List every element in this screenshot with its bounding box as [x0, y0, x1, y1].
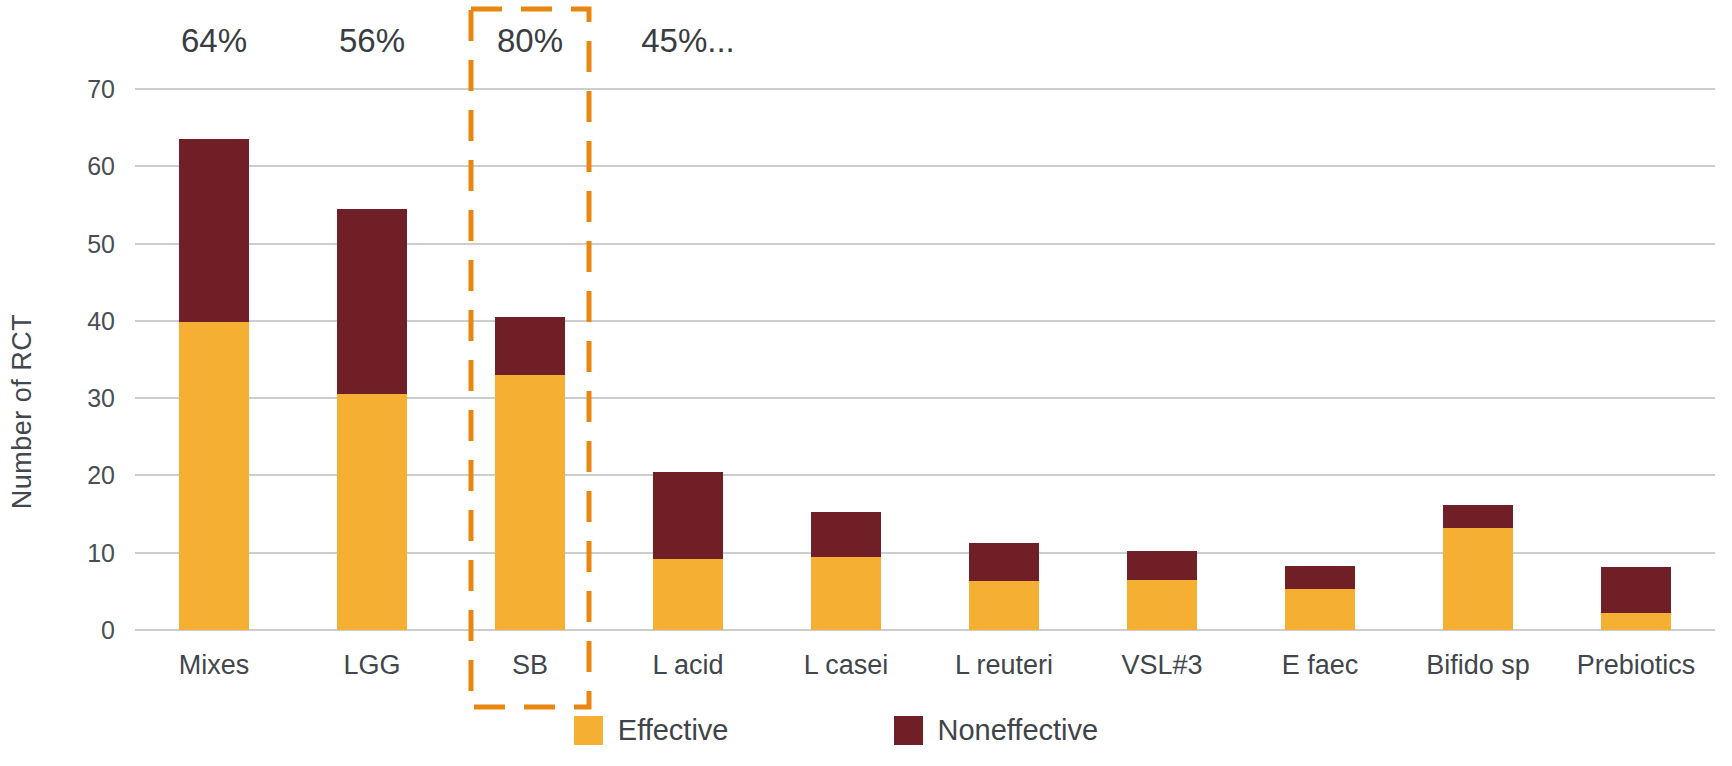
y-tick-label-20: 20: [45, 461, 115, 490]
bar-segment-noneffective-Mixes: [179, 139, 249, 322]
y-tick-label-30: 30: [45, 384, 115, 413]
legend-label-noneffective: Noneffective: [938, 714, 1099, 747]
legend: Effective Noneffective: [0, 714, 1672, 747]
bar-segment-effective-VSL#3: [1127, 580, 1197, 630]
bar-segment-effective-L acid: [653, 559, 723, 630]
bar-segment-noneffective-L acid: [653, 472, 723, 559]
bar-segment-noneffective-L reuteri: [969, 543, 1039, 582]
y-axis-title: Number of RCT: [7, 272, 38, 552]
gridline-60: [135, 165, 1715, 167]
legend-label-effective: Effective: [618, 714, 729, 747]
effective-swatch-icon: [574, 716, 603, 745]
bar-segment-noneffective-Prebiotics: [1601, 567, 1671, 613]
y-tick-label-60: 60: [45, 152, 115, 181]
noneffective-swatch-icon: [894, 716, 923, 745]
y-tick-label-10: 10: [45, 539, 115, 568]
bar-segment-effective-L casei: [811, 557, 881, 630]
legend-item-effective: Effective: [574, 714, 729, 747]
bar-segment-noneffective-Bifido sp: [1443, 505, 1513, 528]
y-tick-label-50: 50: [45, 230, 115, 259]
y-tick-label-70: 70: [45, 75, 115, 104]
x-axis-label-Prebiotics: Prebiotics: [1526, 650, 1732, 681]
bar-segment-effective-SB: [495, 375, 565, 630]
y-tick-label-40: 40: [45, 307, 115, 336]
bar-segment-noneffective-LGG: [337, 209, 407, 394]
bar-segment-effective-LGG: [337, 394, 407, 630]
stacked-bar-chart: Number of RCT 010203040506070 64%56%80%4…: [0, 0, 1732, 766]
legend-item-noneffective: Noneffective: [894, 714, 1099, 747]
bar-segment-noneffective-E faec: [1285, 566, 1355, 589]
bar-segment-effective-L reuteri: [969, 581, 1039, 630]
bar-segment-effective-Bifido sp: [1443, 528, 1513, 630]
bar-segment-effective-Prebiotics: [1601, 613, 1671, 630]
bar-segment-noneffective-L casei: [811, 512, 881, 557]
bar-segment-effective-E faec: [1285, 589, 1355, 630]
percent-annotation-L acid: 45%...: [578, 22, 798, 60]
bar-segment-noneffective-VSL#3: [1127, 551, 1197, 580]
bar-segment-effective-Mixes: [179, 322, 249, 630]
bar-segment-noneffective-SB: [495, 317, 565, 375]
gridline-70: [135, 88, 1715, 90]
y-tick-label-0: 0: [45, 616, 115, 645]
